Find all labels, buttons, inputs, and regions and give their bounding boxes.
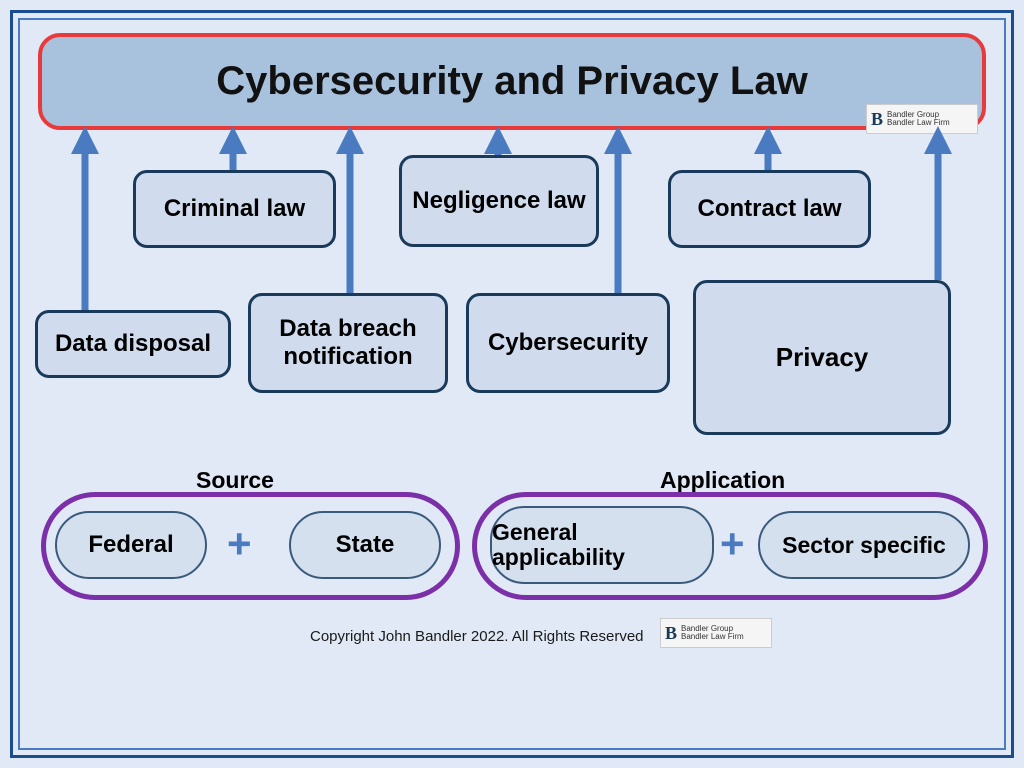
node-privacy: Privacy: [693, 280, 951, 435]
node-label: Negligence law: [412, 187, 585, 215]
title-box: Cybersecurity and Privacy Law: [38, 33, 986, 130]
logo-title: Bandler GroupBandler Law Firm: [866, 104, 978, 134]
group-label-source: Source: [196, 467, 274, 494]
plus-icon: +: [720, 520, 745, 568]
pill-federal: Federal: [55, 511, 207, 579]
pill-label: Sector specific: [782, 532, 946, 559]
node-contract-law: Contract law: [668, 170, 871, 248]
node-label: Contract law: [697, 195, 841, 223]
pill-label: State: [336, 531, 395, 559]
node-label: Cybersecurity: [488, 329, 648, 357]
logo-text: Bandler GroupBandler Law Firm: [887, 111, 950, 127]
node-label: Criminal law: [164, 195, 305, 223]
node-data-disposal: Data disposal: [35, 310, 231, 378]
group-label-application: Application: [660, 467, 785, 494]
pill-general: General applicability: [490, 506, 714, 584]
plus-icon: +: [227, 520, 252, 568]
diagram-title: Cybersecurity and Privacy Law: [216, 59, 807, 104]
node-label: Privacy: [776, 342, 869, 373]
node-cybersecurity: Cybersecurity: [466, 293, 670, 393]
logo-text: Bandler GroupBandler Law Firm: [681, 625, 744, 641]
copyright-text: Copyright John Bandler 2022. All Rights …: [310, 628, 644, 645]
node-data-breach: Data breach notification: [248, 293, 448, 393]
pill-label: General applicability: [492, 520, 712, 571]
pill-sector: Sector specific: [758, 511, 970, 579]
node-label: Data breach notification: [251, 315, 445, 371]
node-criminal-law: Criminal law: [133, 170, 336, 248]
pill-label: Federal: [88, 531, 173, 559]
node-label: Data disposal: [55, 330, 211, 358]
pill-state: State: [289, 511, 441, 579]
logo-footer: Bandler GroupBandler Law Firm: [660, 618, 772, 648]
node-negligence-law: Negligence law: [399, 155, 599, 247]
